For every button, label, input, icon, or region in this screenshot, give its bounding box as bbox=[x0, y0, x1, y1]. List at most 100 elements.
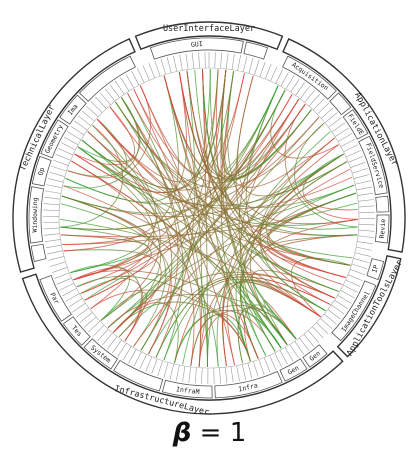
module-arc bbox=[302, 344, 328, 368]
leaf-node bbox=[241, 364, 247, 380]
dependency-edge bbox=[115, 101, 355, 208]
leaf-node bbox=[324, 313, 337, 325]
module-arc bbox=[214, 370, 283, 399]
leaf-node bbox=[43, 233, 60, 236]
leaf-node bbox=[342, 284, 358, 293]
leaf-node bbox=[120, 77, 130, 92]
leaf-node bbox=[151, 358, 158, 374]
leaf-node bbox=[145, 356, 153, 372]
leaf-node bbox=[166, 57, 172, 73]
leaf-node bbox=[357, 192, 374, 196]
leaf-node bbox=[334, 299, 349, 310]
dependency-edge bbox=[84, 275, 129, 310]
leaf-node bbox=[225, 53, 229, 70]
dependency-edge bbox=[73, 153, 344, 281]
module-label: IP bbox=[370, 264, 380, 274]
leaf-node bbox=[112, 339, 122, 354]
leaf-node bbox=[109, 84, 120, 98]
dependency-edge bbox=[267, 184, 355, 278]
leaf-node bbox=[157, 360, 163, 376]
dependency-edge bbox=[70, 118, 157, 274]
leaf-node-ring bbox=[43, 52, 376, 384]
dependency-edge bbox=[178, 71, 203, 367]
dependency-edge bbox=[240, 98, 300, 352]
module-label: InfraM bbox=[176, 385, 200, 396]
dependency-edge bbox=[227, 70, 359, 225]
dependency-edge bbox=[84, 89, 286, 301]
dependency-edge bbox=[139, 70, 235, 175]
dependency-edge bbox=[251, 269, 339, 340]
dependency-edge bbox=[267, 234, 358, 278]
module-arc bbox=[375, 195, 390, 213]
dependency-edge bbox=[133, 89, 208, 367]
leaf-node bbox=[220, 52, 223, 69]
module-arc bbox=[62, 316, 91, 346]
module-arc bbox=[331, 280, 377, 342]
leaf-node bbox=[303, 334, 315, 347]
dependency-edge bbox=[259, 144, 339, 312]
leaf-node bbox=[274, 352, 283, 368]
leaf-node bbox=[224, 367, 228, 384]
dependency-edge bbox=[87, 131, 161, 321]
dependency-edge bbox=[74, 97, 141, 166]
leaf-node bbox=[92, 324, 105, 337]
dependency-edge bbox=[97, 118, 339, 292]
leaf-node bbox=[231, 53, 235, 70]
dependency-edge bbox=[202, 69, 351, 266]
dependency-edge bbox=[209, 68, 346, 278]
leaf-node bbox=[254, 59, 260, 76]
leaf-node bbox=[356, 246, 372, 251]
leaf-node bbox=[242, 56, 248, 73]
dependency-edge bbox=[139, 85, 276, 352]
module-arc bbox=[161, 379, 213, 399]
dependency-edge bbox=[127, 93, 351, 266]
module-arc bbox=[149, 37, 244, 60]
leaf-node bbox=[182, 366, 186, 382]
module-arc bbox=[358, 135, 388, 196]
leaf-node bbox=[312, 98, 325, 111]
leaf-node bbox=[263, 357, 271, 373]
dependency-edge bbox=[113, 302, 179, 364]
leaf-node bbox=[90, 101, 103, 113]
leaf-node bbox=[46, 250, 63, 255]
dependency-edge bbox=[302, 153, 358, 211]
dependency-edge bbox=[294, 122, 358, 220]
beta-symbol: β bbox=[172, 418, 192, 448]
leaf-node bbox=[44, 196, 61, 200]
leaf-node bbox=[104, 88, 116, 102]
leaf-node bbox=[137, 68, 145, 83]
leaf-node bbox=[280, 72, 289, 87]
leaf-node bbox=[328, 117, 342, 128]
leaf-node bbox=[47, 178, 64, 183]
layer-arc bbox=[282, 38, 406, 253]
dependency-edge bbox=[284, 103, 358, 228]
leaf-node bbox=[214, 52, 216, 69]
leaf-node bbox=[349, 269, 366, 276]
module-arc bbox=[282, 55, 337, 100]
leaf-node bbox=[358, 211, 375, 214]
leaf-node bbox=[56, 277, 72, 285]
leaf-node bbox=[148, 63, 156, 79]
dependency-edge bbox=[59, 218, 321, 318]
leaf-node bbox=[350, 162, 366, 168]
leaf-node bbox=[352, 168, 368, 174]
module-arc bbox=[83, 338, 119, 370]
dependency-edge bbox=[220, 70, 251, 362]
dependency-edge bbox=[163, 75, 282, 349]
leaf-node bbox=[308, 94, 320, 107]
leaf-node bbox=[97, 328, 109, 342]
leaf-node bbox=[86, 105, 99, 118]
dependency-edge bbox=[92, 124, 173, 351]
leaf-node bbox=[284, 347, 294, 362]
leaf-node bbox=[357, 235, 374, 238]
leaf-node bbox=[312, 326, 324, 339]
leaf-node bbox=[198, 52, 200, 69]
leaf-node bbox=[307, 330, 320, 343]
dependency-edge bbox=[147, 273, 335, 355]
leaf-node bbox=[299, 85, 311, 100]
leaf-node bbox=[125, 74, 135, 89]
dependency-edge bbox=[77, 146, 321, 318]
leaf-node bbox=[294, 341, 304, 355]
leaf-node bbox=[72, 302, 86, 313]
